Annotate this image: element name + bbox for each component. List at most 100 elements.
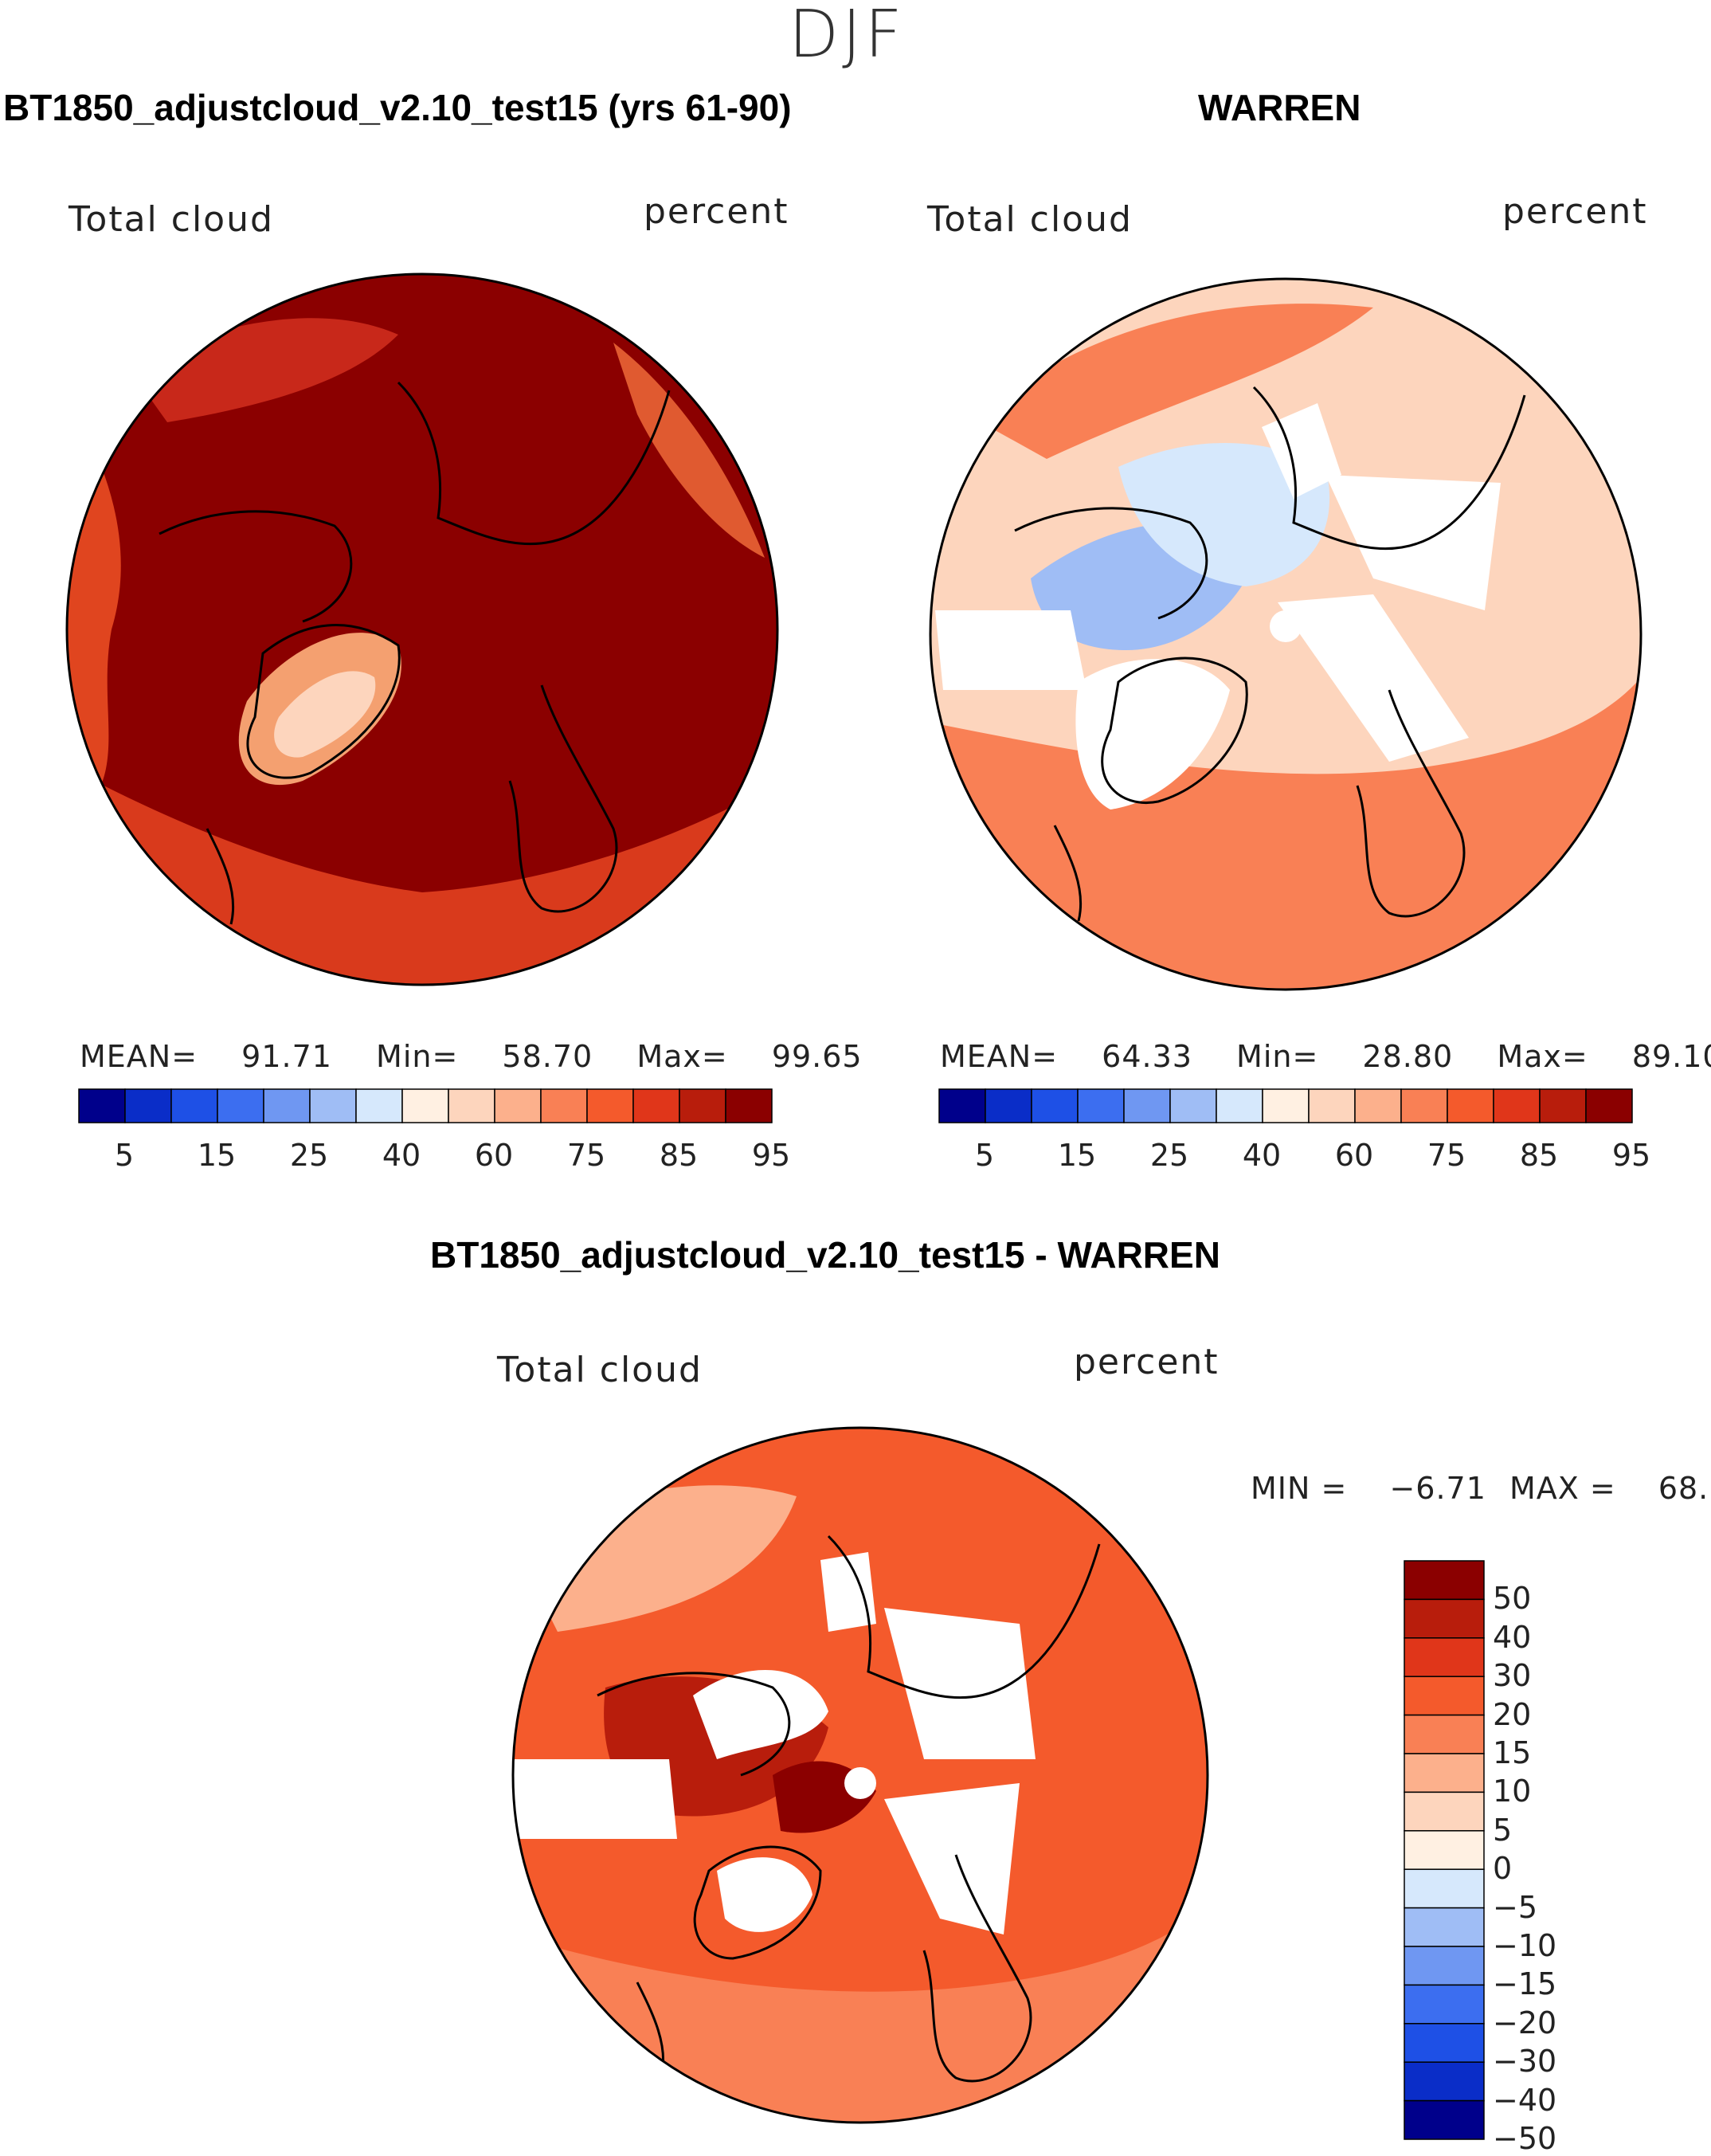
panel2-mean-label: MEAN= (940, 1039, 1059, 1074)
panel1-field-lower-band (67, 765, 777, 985)
panel3-missing-sector-f (717, 1857, 812, 1932)
colorbar-swatch (1493, 1088, 1541, 1123)
colorbar-tick-label: 5 (1493, 1812, 1513, 1848)
colorbar-swatch (170, 1088, 218, 1123)
colorbar-swatch (217, 1088, 264, 1123)
colorbar-tick-label: 25 (289, 1138, 329, 1173)
colorbar-swatch (1447, 1088, 1494, 1123)
colorbar-swatch (679, 1088, 726, 1123)
panel3-coastlines (597, 1535, 1101, 2083)
colorbar-swatch (1404, 1676, 1485, 1716)
panel2-mean-value: 64.33 (1102, 1039, 1192, 1074)
colorbar-tick-label: 15 (1057, 1138, 1097, 1173)
panel1-coastlines (159, 381, 671, 925)
panel1-variable-label: Total cloud (69, 199, 274, 240)
colorbar-tick-label: 95 (751, 1138, 791, 1173)
panel3-max-label: MAX = (1509, 1471, 1616, 1506)
panel3-field-lower-band (513, 1903, 1208, 2123)
panel1-title: BT1850_adjustcloud_v2.10_test15 (yrs 61-… (3, 87, 792, 128)
colorbar-swatch (1404, 1946, 1485, 1986)
colorbar-swatch (1262, 1088, 1310, 1123)
panel2-variable-label: Total cloud (927, 199, 1133, 240)
colorbar-swatch (1404, 1830, 1485, 1870)
colorbar-tick-label: 75 (566, 1138, 606, 1173)
panel2-max-value: 89.10 (1631, 1039, 1711, 1074)
panel1-max-label: Max= (636, 1039, 728, 1074)
panel2-min-value: 28.80 (1362, 1039, 1454, 1074)
colorbar-swatch (1404, 1868, 1485, 1909)
panel1-units-label: percent (644, 191, 789, 232)
colorbar-swatch (1404, 2099, 1485, 2140)
colorbar-swatch (1216, 1088, 1263, 1123)
panel2-title: WARREN (1198, 87, 1361, 128)
colorbar-swatch (1404, 1791, 1485, 1832)
colorbar-tick-label: 40 (1493, 1619, 1532, 1655)
panel3-polar-map (511, 1426, 1209, 2124)
colorbar-tick-label: 0 (1493, 1851, 1513, 1887)
colorbar-swatch (985, 1088, 1032, 1123)
colorbar-swatch (1404, 1714, 1485, 1754)
colorbar-swatch (1123, 1088, 1171, 1123)
colorbar-swatch (938, 1088, 986, 1123)
panel1-min-value: 58.70 (502, 1039, 593, 1074)
panel2-polar-map (929, 277, 1642, 991)
colorbar-swatch (1404, 1637, 1485, 1677)
panel1-max-value: 99.65 (771, 1039, 863, 1074)
colorbar-swatch (355, 1088, 403, 1123)
colorbar-tick-label: 60 (1334, 1138, 1374, 1173)
panel2-stats: MEAN= 64.33 Min= 28.80 Max= 89.10 (940, 1039, 1711, 1074)
colorbar-swatch (1031, 1088, 1079, 1123)
panel3-stats: MIN = −6.71 MAX = 68.19 (1251, 1471, 1711, 1506)
panel2-missing-sector-d (935, 610, 1087, 690)
colorbar-swatch (540, 1088, 588, 1123)
colorbar-tick-label: −50 (1493, 2121, 1557, 2156)
panel2-field-cool-ring (1118, 443, 1330, 586)
panel2-colorbar (938, 1088, 1633, 1123)
colorbar-tick-label: 20 (1493, 1696, 1532, 1732)
panel2-units-label: percent (1502, 191, 1648, 232)
panel1-colorbar (78, 1088, 773, 1123)
colorbar-swatch (1400, 1088, 1448, 1123)
colorbar-swatch (1585, 1088, 1633, 1123)
colorbar-tick-label: 95 (1611, 1138, 1651, 1173)
panel1-field-right-patch (613, 343, 765, 558)
colorbar-tick-label: 10 (1493, 1774, 1532, 1809)
panel1-mean-label: MEAN= (80, 1039, 198, 1074)
colorbar-tick-label: −10 (1493, 1928, 1557, 1963)
panel3-min-value: −6.71 (1389, 1471, 1486, 1506)
panel3-missing-sector-d (513, 1759, 677, 1839)
panel2-pole-hole (1270, 610, 1302, 642)
colorbar-tick-label: 25 (1149, 1138, 1189, 1173)
colorbar-tick-label: −15 (1493, 1966, 1557, 2002)
colorbar-tick-label: 5 (114, 1138, 135, 1173)
colorbar-tick-label: 75 (1427, 1138, 1466, 1173)
colorbar-tick-label: −40 (1493, 2082, 1557, 2118)
colorbar-tick-label: 30 (1493, 1658, 1532, 1694)
colorbar-swatch (78, 1088, 126, 1123)
panel2-max-label: Max= (1497, 1039, 1588, 1074)
colorbar-tick-label: −30 (1493, 2044, 1557, 2080)
colorbar-swatch (263, 1088, 311, 1123)
panel3-pole-hole (844, 1767, 876, 1799)
panel3-variable-label: Total cloud (497, 1350, 703, 1390)
colorbar-tick-label: 15 (1493, 1735, 1532, 1770)
colorbar-tick-label: 15 (197, 1138, 237, 1173)
colorbar-tick-label: 50 (1493, 1581, 1532, 1617)
colorbar-tick-label: 60 (474, 1138, 514, 1173)
colorbar-swatch (725, 1088, 773, 1123)
panel3-units-label: percent (1074, 1342, 1220, 1382)
colorbar-swatch (1404, 1560, 1485, 1601)
panel2-missing-sector-c (1278, 594, 1469, 762)
colorbar-swatch (1169, 1088, 1217, 1123)
panel3-min-label: MIN = (1251, 1471, 1348, 1506)
colorbar-swatch (1539, 1088, 1587, 1123)
colorbar-swatch (1077, 1088, 1125, 1123)
colorbar-swatch (1404, 1753, 1485, 1793)
colorbar-swatch (1308, 1088, 1356, 1123)
panel2-coastlines (1014, 386, 1526, 922)
colorbar-tick-label: −5 (1493, 1889, 1538, 1925)
panel2-field-lower (930, 674, 1641, 990)
colorbar-swatch (494, 1088, 542, 1123)
panel3-colorbar (1404, 1560, 1485, 2140)
panel2-min-label: Min= (1236, 1039, 1319, 1074)
